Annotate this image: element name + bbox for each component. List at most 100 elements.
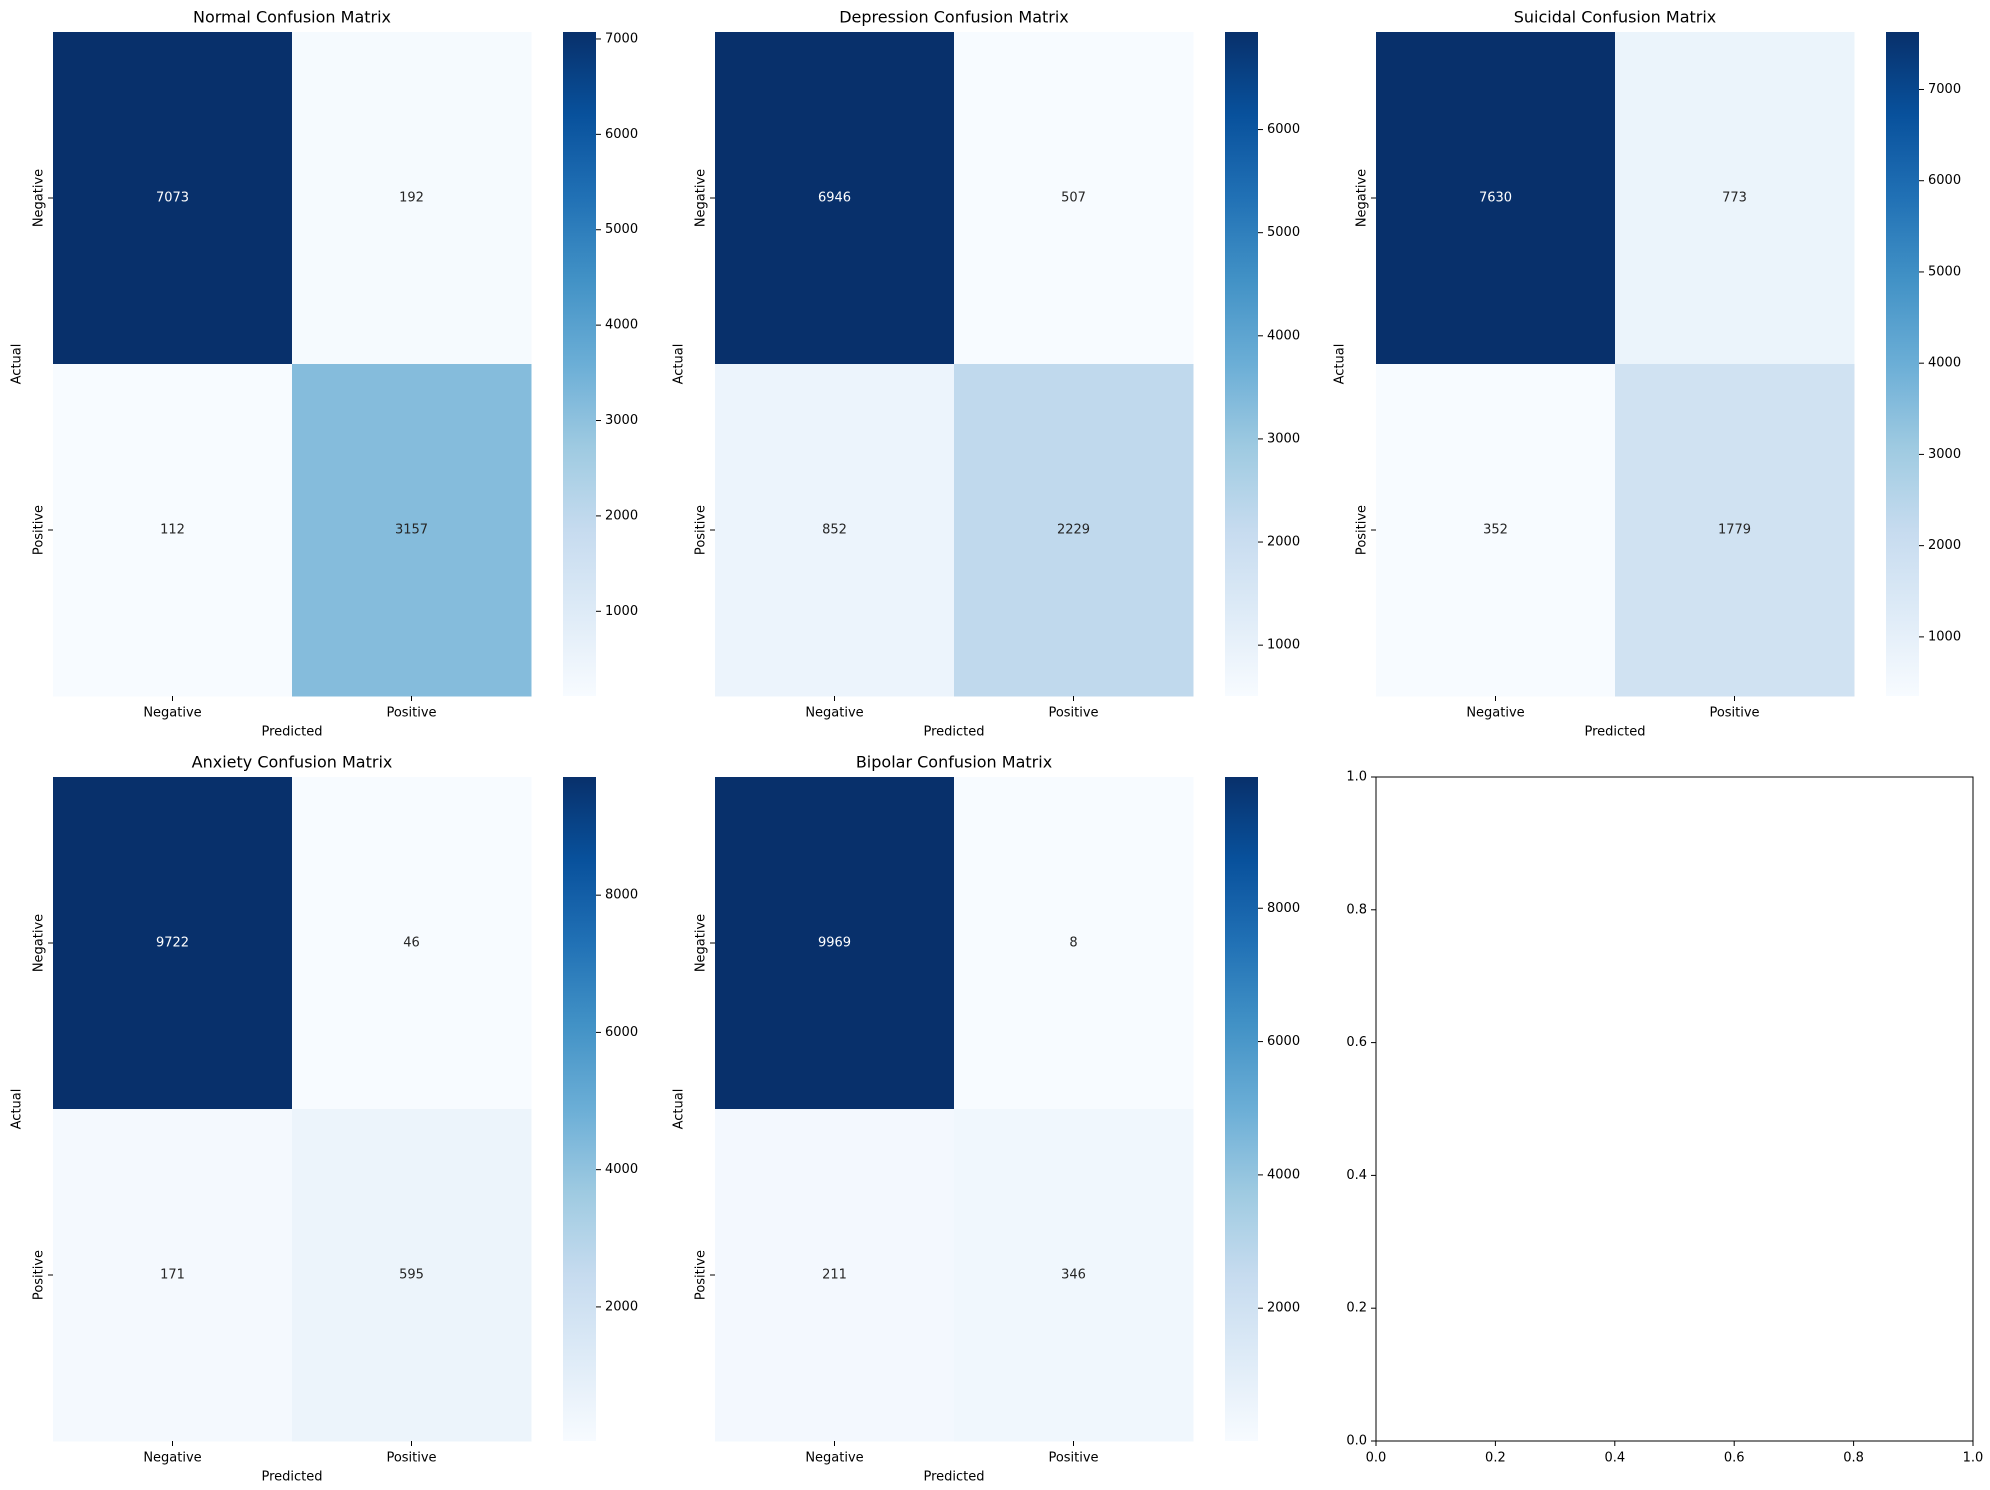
colorbar-tick-label: 5000: [605, 222, 638, 237]
chart-title: Suicidal Confusion Matrix: [1514, 8, 1717, 27]
heatmap-panel-4: Anxiety Confusion Matrix 9722 46 171 595 Nega…: [10, 753, 639, 1485]
x-axis-label: Predicted: [923, 1470, 984, 1485]
cell-value-label: 595: [399, 1268, 424, 1283]
cell-value-label: 192: [399, 191, 424, 206]
cell-value-label: 46: [403, 936, 420, 951]
colorbar-tick-label: 6000: [1928, 173, 1961, 188]
cell-value-label: 852: [822, 523, 847, 538]
heatmap-cell: [292, 364, 532, 697]
colorbar-tick-label: 2000: [605, 508, 638, 523]
x-tick-label: Positive: [1709, 706, 1759, 721]
x-tick-label: Positive: [1048, 706, 1098, 721]
y-tick-label: Positive: [694, 505, 709, 555]
colorbar-tick-label: 2000: [1267, 535, 1300, 550]
cell-value-label: 9722: [156, 936, 189, 951]
x-tick-label: Positive: [386, 706, 436, 721]
colorbar-tick-label: 5000: [1267, 225, 1300, 240]
y-tick-label: 0.2: [1346, 1301, 1367, 1316]
heatmap-cell: [715, 1109, 955, 1442]
heatmap-cell: [292, 1109, 532, 1442]
heatmap-cell: [954, 364, 1194, 697]
colorbar-tick-label: 2000: [605, 1299, 638, 1314]
cell-value-label: 211: [822, 1268, 847, 1283]
y-axis-label: Actual: [1333, 344, 1348, 385]
colorbar-tick-label: 1000: [605, 604, 638, 619]
cell-value-label: 773: [1722, 191, 1747, 206]
heatmap-cell: [1615, 32, 1855, 365]
y-tick-label: Negative: [1355, 169, 1370, 227]
x-tick-label: Negative: [143, 706, 201, 721]
y-tick-label: 1.0: [1346, 770, 1367, 785]
colorbar-tick-label: 2000: [1928, 538, 1961, 553]
cell-value-label: 352: [1483, 523, 1508, 538]
cell-value-label: 7630: [1479, 191, 1512, 206]
heatmap-cell: [715, 364, 955, 697]
chart-title: Bipolar Confusion Matrix: [856, 753, 1052, 772]
colorbar-tick-label: 5000: [1928, 264, 1961, 279]
y-axis-label: Actual: [10, 1089, 25, 1130]
colorbar-tick-label: 4000: [1928, 356, 1961, 371]
heatmap-panel-3: Suicidal Confusion Matrix 7630 773 352 1779 N…: [1333, 8, 1962, 740]
heatmap-cell: [954, 32, 1194, 365]
colorbar: [563, 777, 596, 1441]
cell-value-label: 6946: [818, 191, 851, 206]
colorbar-tick-label: 2000: [1267, 1301, 1300, 1316]
chart-title: Anxiety Confusion Matrix: [192, 753, 393, 772]
x-axis-label: Predicted: [923, 725, 984, 740]
y-axis-label: Actual: [672, 344, 687, 385]
colorbar-tick-label: 1000: [1928, 629, 1961, 644]
heatmap-cell: [954, 777, 1194, 1110]
x-tick-label: 0.2: [1485, 1451, 1506, 1466]
colorbar-tick-label: 6000: [605, 127, 638, 142]
cell-value-label: 2229: [1057, 523, 1090, 538]
colorbar-tick-label: 7000: [605, 31, 638, 46]
x-tick-label: 0.4: [1604, 1451, 1625, 1466]
y-tick-label: Positive: [1355, 505, 1370, 555]
y-tick-label: Negative: [694, 914, 709, 972]
cell-value-label: 9969: [818, 936, 851, 951]
cell-value-label: 8: [1069, 936, 1077, 951]
x-tick-label: Negative: [805, 1451, 863, 1466]
heatmap-cell: [1376, 32, 1616, 365]
y-tick-label: Negative: [32, 914, 47, 972]
chart-title: Normal Confusion Matrix: [193, 8, 391, 27]
y-tick-label: 0.8: [1346, 902, 1367, 917]
colorbar-tick-label: 6000: [1267, 1034, 1300, 1049]
x-tick-label: Negative: [1466, 706, 1524, 721]
colorbar-tick-label: 4000: [1267, 1167, 1300, 1182]
y-tick-label: 0.4: [1346, 1168, 1367, 1183]
colorbar-tick-label: 8000: [605, 888, 638, 903]
heatmap-cell: [53, 32, 293, 365]
y-tick-label: Positive: [32, 1250, 47, 1300]
x-tick-label: 0.6: [1724, 1451, 1745, 1466]
y-tick-label: Positive: [694, 1250, 709, 1300]
heatmap-cell: [53, 364, 293, 697]
heatmap-panel-2: Depression Confusion Matrix 6946 507 852 222…: [672, 8, 1301, 740]
colorbar-tick-label: 3000: [605, 413, 638, 428]
cell-value-label: 346: [1061, 1268, 1086, 1283]
heatmap-cell: [715, 777, 955, 1110]
y-tick-label: Negative: [32, 169, 47, 227]
x-tick-label: 0.8: [1843, 1451, 1864, 1466]
heatmap-cell: [954, 1109, 1194, 1442]
colorbar-tick-label: 6000: [1267, 122, 1300, 137]
y-tick-label: Negative: [694, 169, 709, 227]
cell-value-label: 7073: [156, 191, 189, 206]
x-axis-label: Predicted: [1584, 725, 1645, 740]
colorbar: [1225, 777, 1258, 1441]
cell-value-label: 171: [160, 1268, 185, 1283]
colorbar-tick-label: 1000: [1267, 638, 1300, 653]
x-tick-label: Positive: [1048, 1451, 1098, 1466]
empty-axes-panel: 0.0 0.2 0.4 0.6 0.8 1.0 0.0 0.2 0.4 0.6 0.8 1.0: [1346, 770, 1983, 1466]
chart-title: Depression Confusion Matrix: [839, 8, 1069, 27]
x-tick-label: Negative: [805, 706, 863, 721]
x-axis-label: Predicted: [261, 1470, 322, 1485]
colorbar-tick-label: 7000: [1928, 82, 1961, 97]
x-axis-label: Predicted: [261, 725, 322, 740]
colorbar-tick-label: 3000: [1928, 447, 1961, 462]
x-tick-label: 0.0: [1366, 1451, 1387, 1466]
cell-value-label: 1779: [1718, 523, 1751, 538]
heatmap-cell: [292, 777, 532, 1110]
x-tick-label: 1.0: [1963, 1451, 1984, 1466]
